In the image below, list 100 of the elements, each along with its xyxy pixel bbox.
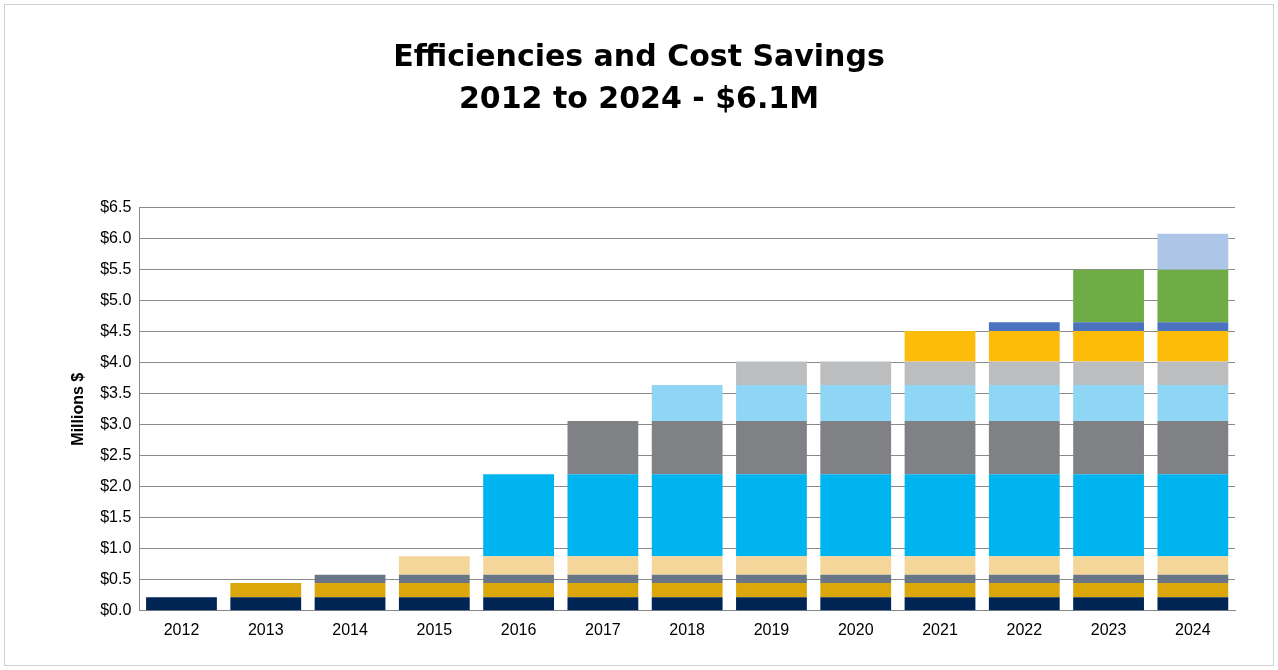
bar	[988, 331, 1060, 362]
bar	[1073, 574, 1144, 583]
bar	[736, 597, 807, 611]
bar	[483, 574, 555, 583]
y-tick-label: $1.5	[100, 508, 132, 526]
bar	[1157, 582, 1229, 598]
y-tick-label: $3.5	[100, 384, 132, 402]
x-tick-label: 2017	[585, 620, 621, 638]
y-tick-label: $6.5	[100, 198, 132, 216]
x-tick-label: 2020	[837, 620, 874, 638]
y-tick-label: $0.5	[100, 570, 132, 588]
bar	[988, 385, 1060, 421]
y-tick-label: $6.0	[100, 229, 132, 247]
bar	[567, 597, 639, 611]
bar	[820, 474, 892, 557]
y-tick-label: $3.0	[100, 415, 132, 433]
bar	[314, 582, 386, 598]
y-tick-label: $1.0	[100, 539, 132, 557]
y-tick-label: $5.0	[100, 291, 132, 309]
bar	[1157, 361, 1229, 386]
y-tick-label: $4.5	[100, 322, 132, 340]
x-tick-label: 2021	[922, 620, 958, 638]
y-axis-title: Millions $	[69, 372, 87, 446]
bar	[651, 474, 723, 557]
x-tick-label: 2024	[1175, 620, 1211, 638]
bar	[1073, 582, 1144, 598]
bar	[1157, 269, 1229, 323]
bar	[904, 331, 976, 362]
x-tick-label: 2019	[753, 620, 790, 638]
bar	[1073, 361, 1144, 386]
bar	[1073, 474, 1144, 557]
bar	[1157, 385, 1229, 421]
bar	[820, 385, 892, 421]
bar	[904, 385, 976, 421]
bar	[736, 385, 807, 421]
bar	[567, 474, 639, 557]
x-tick-label: 2015	[416, 620, 453, 638]
y-tick-label: $0.0	[100, 601, 132, 619]
y-tick-label: $2.0	[100, 477, 132, 495]
bar	[483, 597, 555, 611]
bar	[988, 556, 1060, 575]
x-tick-label: 2018	[669, 620, 706, 638]
bar	[230, 582, 302, 598]
bar	[736, 556, 807, 575]
bar	[1073, 385, 1144, 421]
bar	[567, 582, 639, 598]
x-tick-label: 2013	[247, 620, 284, 638]
bar	[988, 574, 1060, 583]
bar	[1157, 556, 1229, 575]
y-tick-label: $2.5	[100, 446, 132, 464]
bar	[1073, 331, 1144, 362]
bar	[314, 574, 386, 583]
bar	[988, 474, 1060, 557]
bar	[398, 556, 470, 575]
bar	[904, 556, 976, 575]
bar	[483, 474, 555, 557]
bar	[904, 361, 976, 386]
bar	[736, 574, 807, 583]
bar	[988, 597, 1060, 611]
bar	[904, 574, 976, 583]
bar	[398, 574, 470, 583]
bar	[651, 582, 723, 598]
x-tick-label: 2023	[1090, 620, 1127, 638]
bar	[736, 474, 807, 557]
bar	[820, 361, 892, 386]
bar	[904, 474, 976, 557]
bar	[736, 582, 807, 598]
bar	[230, 597, 302, 611]
y-tick-label: $5.5	[100, 260, 132, 278]
bar	[736, 361, 807, 386]
x-tick-label: 2014	[332, 620, 368, 638]
bar	[567, 556, 639, 575]
bar	[904, 597, 976, 611]
bar	[820, 574, 892, 583]
bar	[651, 385, 723, 421]
bar	[314, 597, 386, 611]
bar	[820, 597, 892, 611]
bar	[820, 582, 892, 598]
bar	[567, 574, 639, 583]
bar	[820, 556, 892, 575]
bar	[651, 574, 723, 583]
bar	[1157, 322, 1229, 332]
bar	[988, 582, 1060, 598]
bar	[146, 597, 217, 611]
bar	[1157, 597, 1229, 611]
bar	[988, 322, 1060, 332]
bar	[1073, 322, 1144, 332]
bar	[988, 361, 1060, 386]
x-tick-label: 2012	[163, 620, 200, 638]
bar	[1157, 474, 1229, 557]
bar	[1157, 331, 1229, 362]
bar	[651, 597, 723, 611]
y-tick-label: $4.0	[100, 353, 132, 371]
bar	[1157, 233, 1229, 270]
chart-title: Efficiencies and Cost Savings 2012 to 2024 - $6.1M	[392, 37, 886, 117]
bar	[651, 556, 723, 575]
bar	[398, 597, 470, 611]
bar	[483, 582, 555, 598]
bar	[1073, 556, 1144, 575]
x-tick-label: 2016	[500, 620, 537, 638]
